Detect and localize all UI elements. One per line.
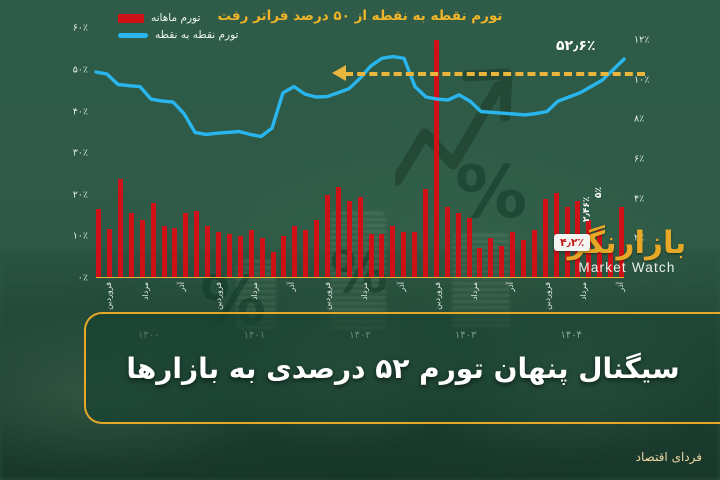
chart-legend: تورم ماهانه تورم نقطه به نقطه — [118, 12, 238, 41]
bar — [216, 232, 222, 278]
x-tick-month: فروردین — [323, 282, 333, 310]
bar — [128, 212, 134, 278]
bar — [520, 240, 526, 278]
x-tick-month: مرداد — [360, 282, 369, 301]
x-tick-month: مرداد — [250, 282, 260, 301]
bar — [542, 198, 548, 278]
bar — [270, 252, 276, 278]
bar — [531, 230, 537, 278]
chart-plot-area: ۰٪ ۱۰٪ ۲۰٪ ۳۰٪ ۴۰٪ ۵۰٪ ۶۰٪ ۲٪ ۴٪ ۶٪ ۸٪ ۱۰٪ ۱۲٪ — [73, 20, 649, 284]
bar — [226, 234, 232, 278]
bar — [150, 202, 156, 278]
bar — [466, 218, 472, 278]
y-tick-right: ۸٪ — [634, 113, 645, 125]
page-title: تورم نقطه به نقطه از ۵۰ درصد فراتر رفت — [217, 8, 503, 24]
bar — [107, 229, 113, 278]
bar-label-high: ۵٪ — [594, 187, 604, 198]
bar — [292, 226, 298, 278]
bar — [597, 230, 603, 278]
x-axis-labels: فروردین مرداد آذر فروردین مرداد آذر فروردین مرد… — [96, 280, 625, 316]
y-tick-left: ۴۰٪ — [72, 106, 88, 118]
x-tick-month: فروردین — [433, 282, 443, 310]
bar — [412, 232, 418, 278]
bar — [139, 220, 145, 278]
bar — [96, 208, 102, 278]
y-tick-left: ۱۰٪ — [72, 230, 88, 242]
callout-value-label: ۵۲٫۶٪ — [556, 38, 596, 54]
bar — [335, 186, 341, 278]
bar — [510, 232, 516, 278]
legend-item-monthly-inflation: تورم ماهانه — [118, 12, 238, 24]
bar — [172, 228, 178, 278]
brand-logo: بازارنگر Market Watch ۴٫۲٪ — [548, 228, 706, 290]
bar — [303, 230, 309, 278]
bar — [401, 232, 407, 278]
bar — [248, 230, 254, 278]
bar — [237, 236, 243, 278]
legend-item-point-to-point-inflation: تورم نقطه به نقطه — [118, 29, 238, 41]
reference-dashed-line — [345, 72, 645, 76]
y-tick-right: ۴٪ — [634, 193, 645, 205]
x-tick-month: فروردین — [104, 282, 113, 310]
x-tick-month: آذر — [506, 282, 516, 292]
bar — [488, 238, 494, 278]
x-tick-month: آذر — [396, 282, 406, 292]
brand-name-en: Market Watch — [578, 260, 676, 275]
bar — [194, 210, 200, 278]
line-series-point-to-point — [96, 20, 624, 278]
bar — [357, 196, 363, 278]
bar — [390, 226, 396, 278]
y-tick-left: ۵۰٪ — [72, 64, 88, 76]
y-tick-left: ۶۰٪ — [72, 22, 88, 34]
y-tick-right: ۲٪ — [634, 232, 645, 244]
bar-label-low: ۲٫۴۶٪ — [582, 196, 592, 222]
bar — [281, 236, 287, 278]
x-tick-month: مرداد — [140, 282, 150, 301]
y-tick-left: ۰٪ — [77, 272, 88, 284]
x-tick-month: مرداد — [469, 282, 479, 301]
x-tick-month: آذر — [286, 282, 296, 292]
x-tick-month: آذر — [177, 282, 187, 292]
bar — [477, 248, 483, 278]
y-tick-left: ۳۰٪ — [72, 147, 88, 159]
bar — [118, 178, 124, 278]
bar — [499, 246, 505, 278]
bar — [368, 234, 374, 278]
bar — [205, 226, 211, 278]
bar — [444, 206, 450, 278]
logo-badge: ۴٫۲٪ — [554, 234, 591, 251]
x-tick-month: فروردین — [213, 282, 223, 310]
bar — [379, 234, 385, 278]
legend-label: تورم نقطه به نقطه — [155, 29, 239, 41]
bar — [161, 226, 167, 278]
banner-headline: سیگنال پنهان تورم ۵۲ درصدی به بازارها — [126, 351, 680, 385]
y-tick-right: ۱۰٪ — [634, 74, 650, 86]
bar — [324, 194, 330, 278]
legend-swatch-red-icon — [118, 13, 144, 23]
bottom-banner: سیگنال پنهان تورم ۵۲ درصدی به بازارها — [84, 312, 720, 424]
bar — [183, 212, 189, 278]
legend-swatch-blue-icon — [118, 32, 148, 38]
bar — [314, 220, 320, 278]
bar — [346, 200, 352, 278]
x-axis-baseline — [96, 276, 624, 278]
y-tick-left: ۲۰٪ — [72, 189, 88, 201]
y-tick-right: ۶٪ — [634, 153, 645, 165]
legend-label: تورم ماهانه — [151, 12, 201, 24]
y-tick-right: ۱۲٪ — [634, 34, 650, 46]
bar — [608, 252, 614, 278]
credit-label: فردای اقتصاد — [635, 450, 702, 464]
bar — [422, 188, 428, 278]
bar — [433, 39, 439, 278]
bar — [619, 206, 624, 278]
callout-arrow-icon — [332, 65, 346, 81]
bar — [259, 238, 265, 278]
line-path — [96, 57, 624, 137]
bar — [455, 212, 461, 278]
